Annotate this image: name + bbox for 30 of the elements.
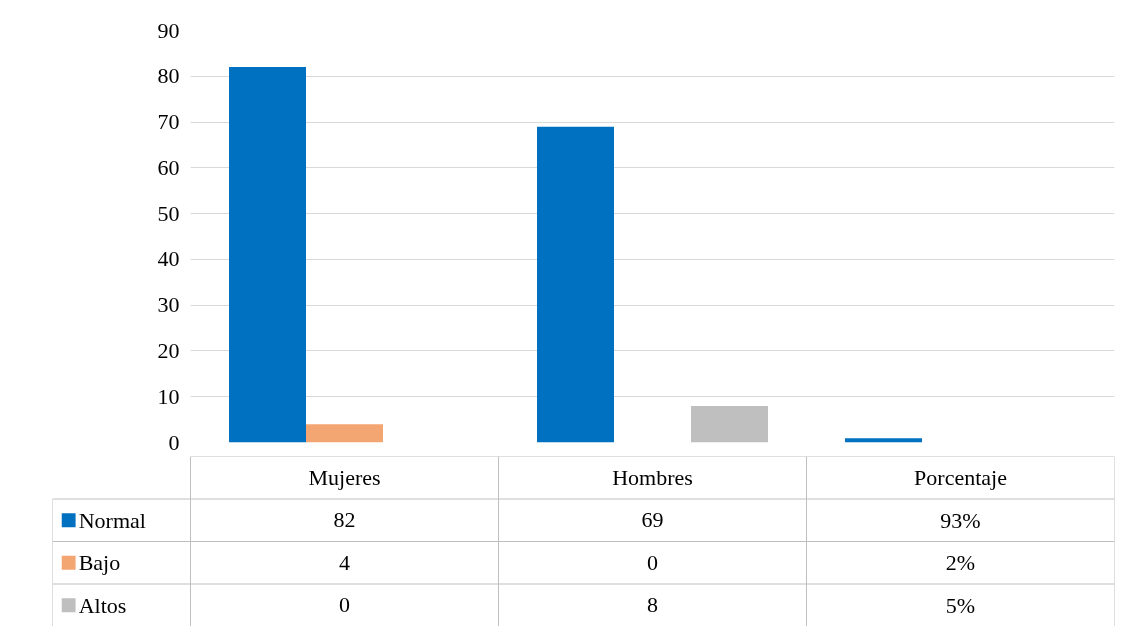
y-tick-label: 40 [157, 246, 180, 272]
bar [306, 424, 383, 443]
y-tick-label: 70 [157, 109, 180, 135]
y-tick-label: 10 [157, 383, 180, 409]
x-tick-label: Hombres [612, 465, 693, 491]
legend-label: Bajo [78, 550, 121, 576]
bar [691, 405, 768, 443]
bar [845, 438, 922, 443]
data-label: 0 [339, 592, 350, 618]
y-tick-label: 50 [157, 200, 180, 226]
y-tick-label: 90 [157, 17, 180, 43]
x-tick-label: Mujeres [308, 465, 381, 491]
data-label: 69 [641, 507, 664, 533]
text: 5% [945, 592, 976, 618]
y-tick-label: 80 [157, 63, 180, 89]
text: 2% [945, 550, 976, 576]
data-label: 0 [647, 549, 658, 575]
legend-label: Altos [78, 592, 127, 618]
legend-label: Normal [78, 507, 146, 533]
data-label: 82 [333, 507, 356, 533]
bar [229, 67, 306, 443]
y-tick-label: 60 [157, 154, 180, 180]
y-tick-label: 0 [168, 429, 180, 455]
x-tick-label: Porcentaje [914, 465, 1007, 491]
data-label: 93% [940, 507, 981, 533]
data-label: 8 [647, 592, 658, 618]
data-label: 4 [339, 549, 350, 575]
y-tick-label: 30 [157, 292, 180, 318]
bar [537, 126, 614, 443]
y-tick-label: 20 [157, 337, 180, 363]
